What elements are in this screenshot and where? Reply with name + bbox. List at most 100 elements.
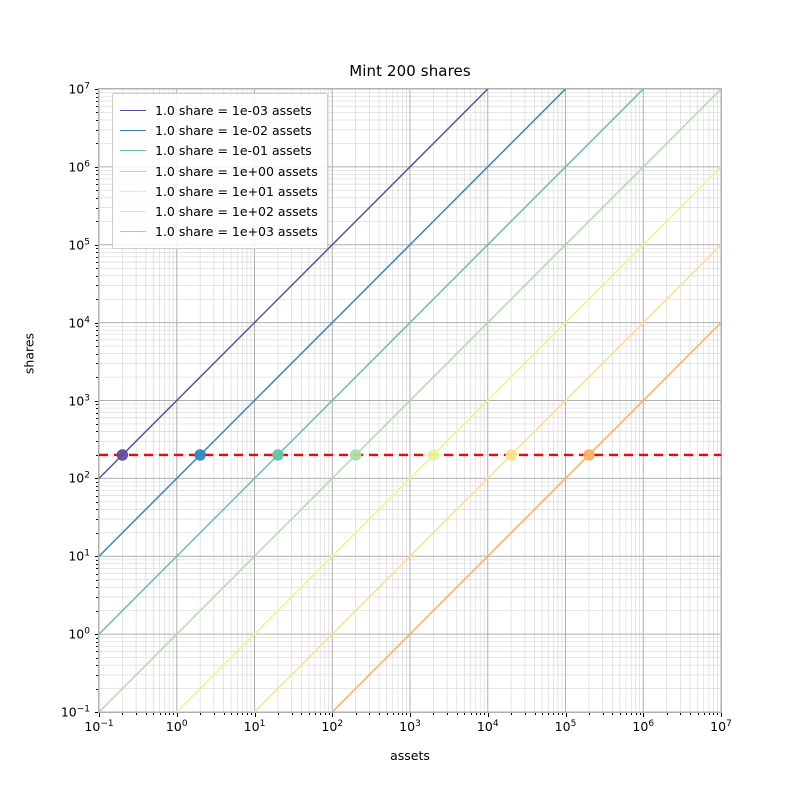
tick-mark	[96, 256, 98, 258]
legend-item[interactable]: 1.0 share = 1e-03 assets	[120, 100, 318, 120]
legend-item[interactable]: 1.0 share = 1e-01 assets	[120, 141, 318, 161]
tick-mark	[553, 713, 555, 715]
tick-mark	[713, 713, 715, 715]
x-tick-label: 101	[243, 718, 266, 734]
tick-mark	[96, 441, 98, 443]
page-title: Mint 200 shares	[349, 62, 471, 80]
tick-mark	[122, 713, 124, 715]
tick-mark	[565, 713, 567, 717]
legend-color-swatch	[120, 211, 146, 213]
tick-mark	[96, 190, 98, 192]
tick-mark	[402, 713, 404, 715]
tick-mark	[96, 573, 98, 575]
tick-mark	[464, 713, 466, 715]
x-tick-label: 106	[632, 718, 655, 734]
tick-mark	[96, 112, 98, 114]
tick-mark	[96, 184, 98, 186]
tick-mark	[511, 713, 513, 715]
tick-mark	[94, 634, 98, 636]
legend-item[interactable]: 1.0 share = 1e+02 assets	[120, 201, 318, 221]
tick-mark	[96, 339, 98, 341]
tick-mark	[631, 713, 633, 715]
tick-mark	[94, 166, 98, 168]
tick-mark	[96, 519, 98, 521]
tick-mark	[96, 174, 98, 176]
tick-mark	[96, 207, 98, 209]
tick-mark	[173, 713, 175, 715]
tick-mark	[96, 221, 98, 223]
tick-mark	[254, 713, 256, 717]
tick-mark	[542, 713, 544, 715]
tick-mark	[96, 665, 98, 667]
tick-mark	[96, 423, 98, 425]
tick-mark	[96, 674, 98, 676]
tick-mark	[96, 587, 98, 589]
tick-mark	[680, 713, 682, 715]
tick-mark	[96, 326, 98, 328]
tick-mark	[470, 713, 472, 715]
tick-mark	[96, 579, 98, 581]
x-tick-label: 104	[476, 718, 499, 734]
y-tick-label: 102	[68, 470, 90, 486]
tick-mark	[136, 713, 138, 715]
tick-mark	[96, 657, 98, 659]
legend-color-swatch	[120, 231, 146, 233]
tick-mark	[320, 713, 322, 715]
tick-mark	[99, 713, 100, 717]
legend-item[interactable]: 1.0 share = 1e+03 assets	[120, 222, 318, 242]
tick-mark	[164, 713, 166, 715]
tick-mark	[96, 485, 98, 487]
tick-mark	[487, 713, 489, 717]
tick-mark	[643, 713, 645, 717]
x-tick-label: 100	[165, 718, 188, 734]
tick-mark	[94, 556, 98, 558]
tick-mark	[96, 501, 98, 503]
tick-mark	[332, 713, 334, 717]
tick-mark	[96, 353, 98, 355]
tick-mark	[96, 481, 98, 483]
tick-mark	[213, 713, 215, 715]
legend-item[interactable]: 1.0 share = 1e+01 assets	[120, 181, 318, 201]
tick-mark	[96, 143, 98, 145]
tick-mark	[548, 713, 550, 715]
tick-mark	[557, 713, 559, 715]
tick-mark	[324, 713, 326, 715]
tick-mark	[717, 713, 719, 715]
tick-mark	[96, 170, 98, 172]
legend-item[interactable]: 1.0 share = 1e-02 assets	[120, 120, 318, 140]
tick-mark	[697, 713, 699, 715]
tick-mark	[397, 713, 399, 715]
legend: 1.0 share = 1e-03 assets 1.0 share = 1e-0…	[112, 93, 328, 250]
tick-mark	[96, 412, 98, 414]
tick-mark	[96, 299, 98, 301]
x-tick-label: 107	[710, 718, 732, 734]
tick-mark	[223, 713, 225, 715]
legend-color-swatch	[120, 109, 146, 111]
tick-mark	[534, 713, 536, 715]
tick-mark	[94, 478, 98, 480]
tick-mark	[96, 377, 98, 379]
tick-mark	[721, 713, 722, 717]
tick-mark	[145, 713, 147, 715]
tick-mark	[433, 713, 435, 715]
legend-item-label: 1.0 share = 1e-01 assets	[155, 143, 312, 159]
tick-mark	[96, 96, 98, 98]
tick-mark	[96, 363, 98, 365]
tick-mark	[561, 713, 563, 715]
tick-mark	[96, 178, 98, 180]
tick-mark	[96, 490, 98, 492]
tick-mark	[237, 713, 239, 715]
tick-mark	[94, 400, 98, 402]
tick-mark	[96, 532, 98, 534]
tick-mark	[96, 334, 98, 336]
legend-color-swatch	[120, 190, 146, 192]
series-lines	[99, 89, 721, 712]
tick-mark	[96, 268, 98, 270]
tick-mark	[524, 713, 526, 715]
tick-mark	[96, 330, 98, 332]
tick-mark	[96, 637, 98, 639]
tick-mark	[96, 417, 98, 419]
tick-mark	[96, 248, 98, 250]
legend-item[interactable]: 1.0 share = 1e+00 assets	[120, 161, 318, 181]
tick-mark	[690, 713, 692, 715]
